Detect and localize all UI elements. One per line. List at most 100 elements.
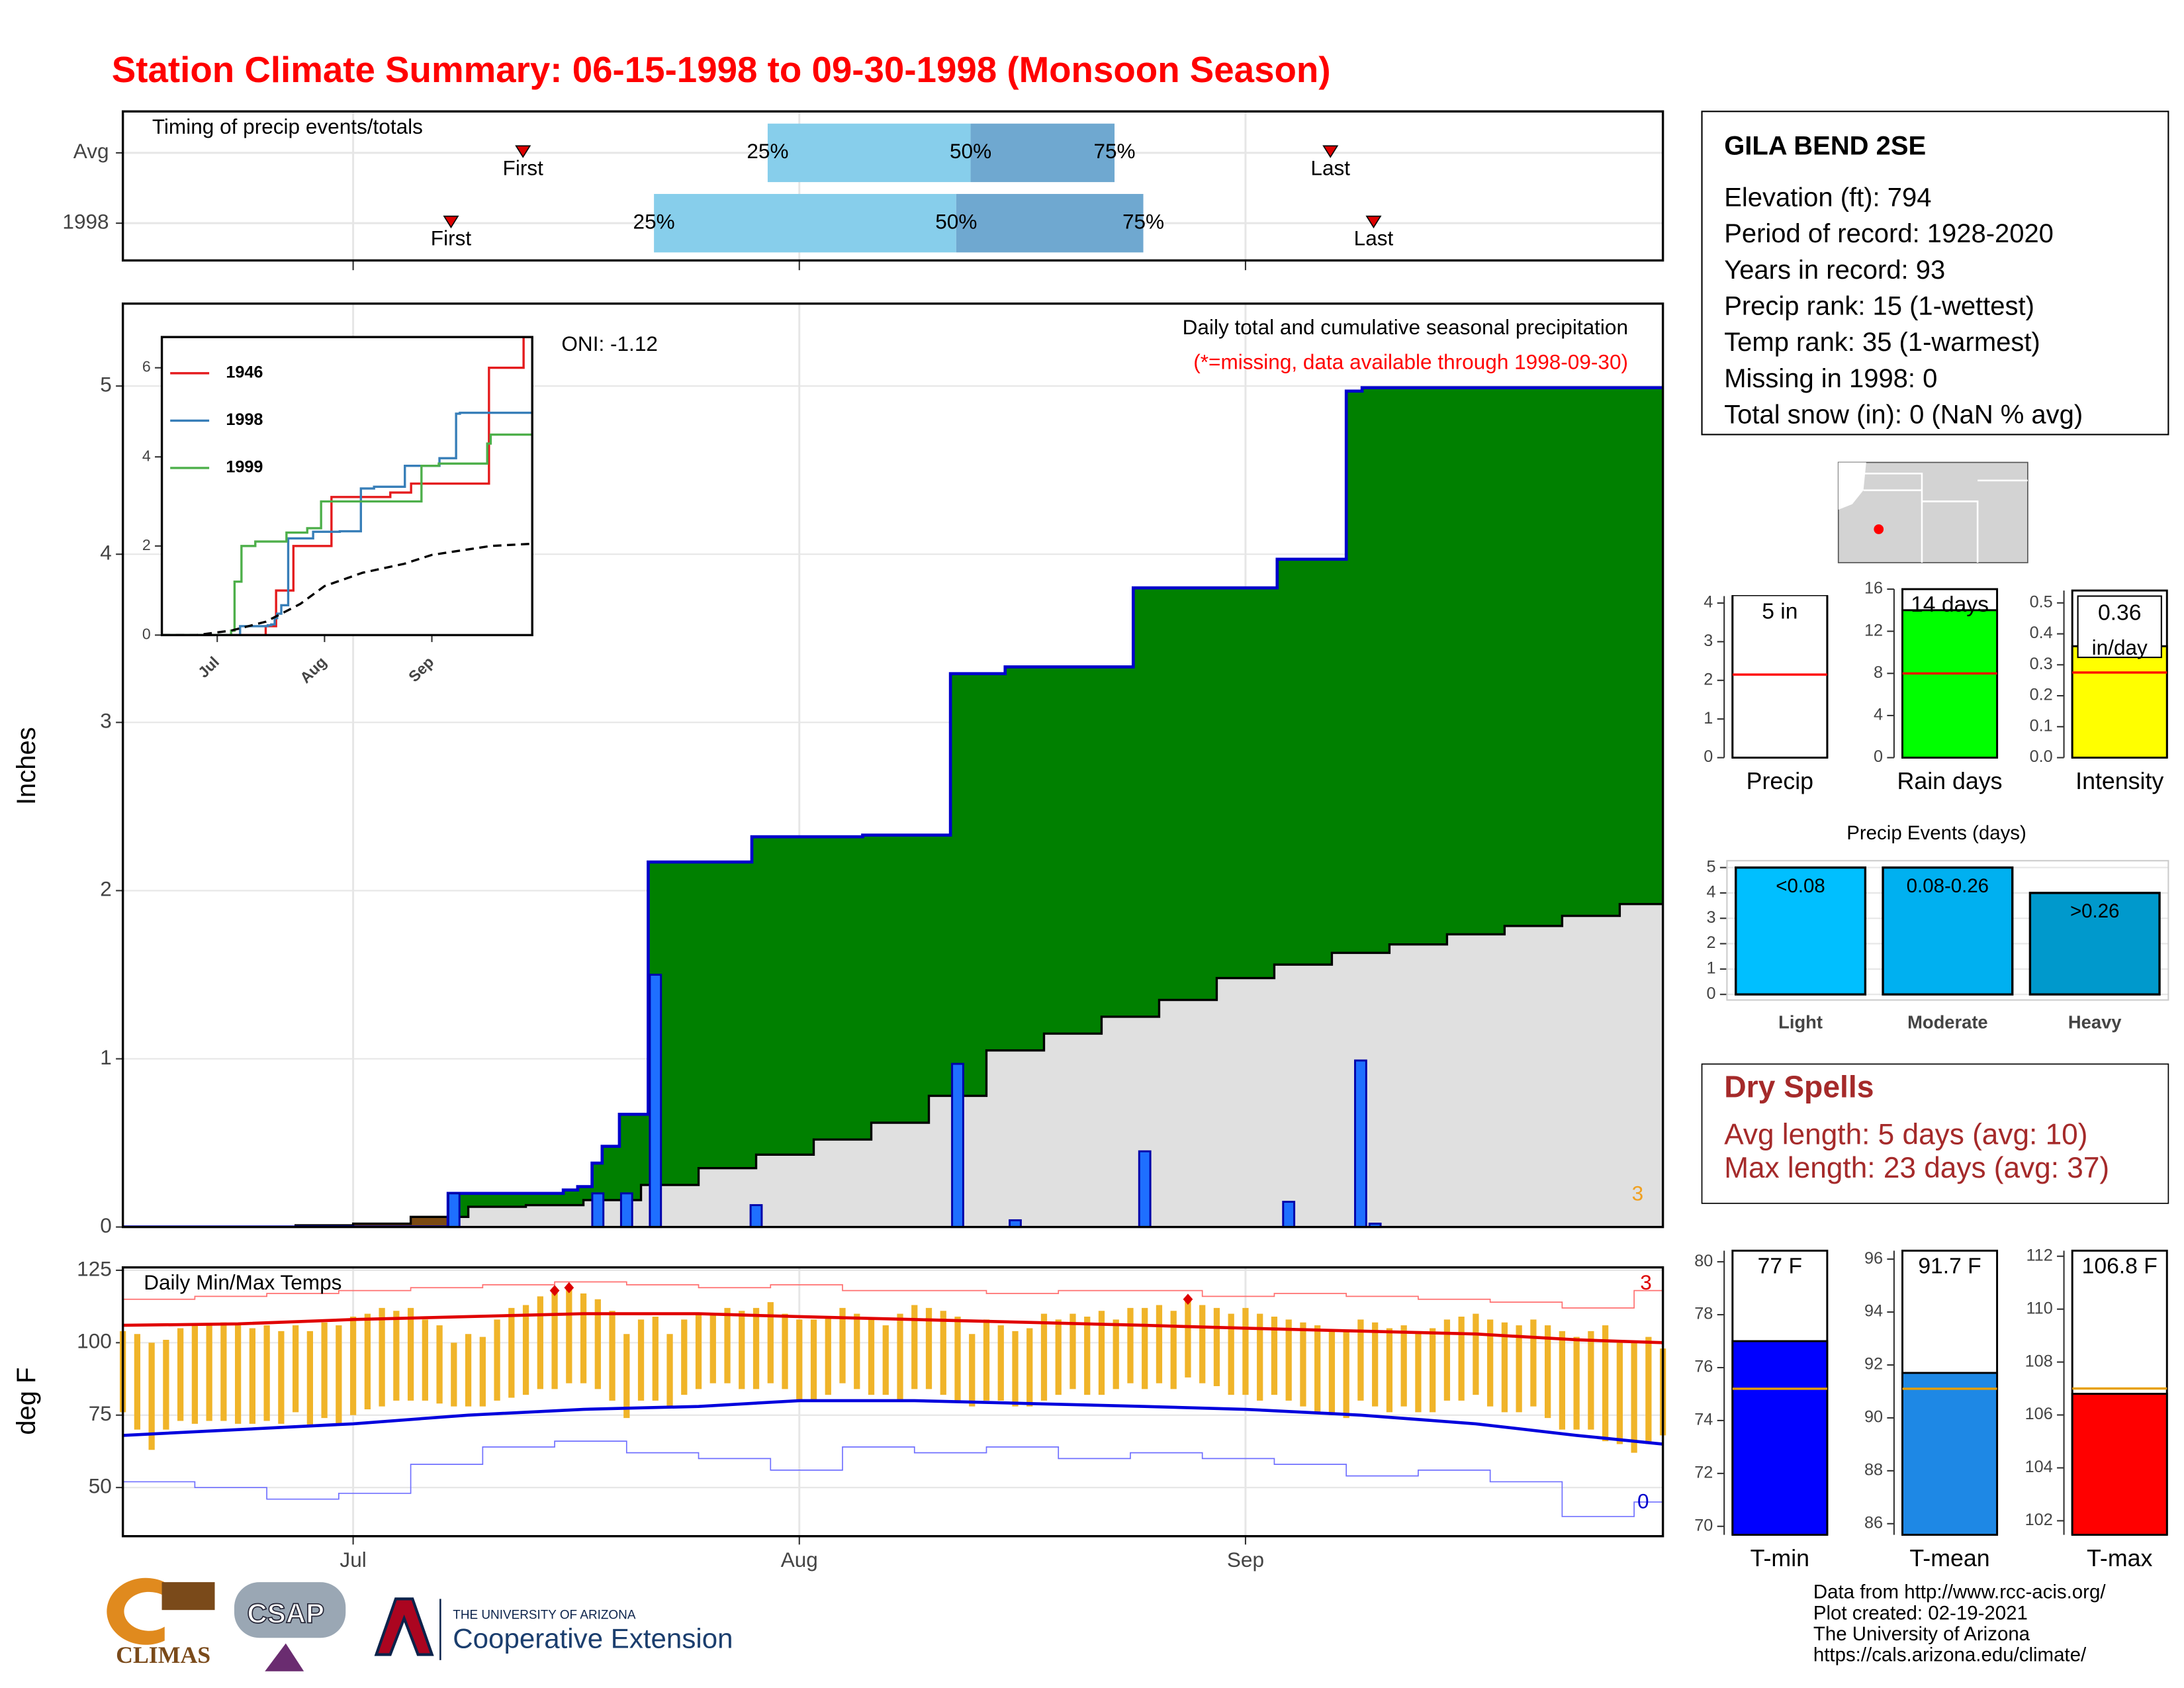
csap-cloud — [234, 1582, 346, 1638]
temp-bar — [1084, 1316, 1091, 1395]
plot-frame — [121, 302, 1664, 1229]
temp-bar — [220, 1322, 227, 1421]
station-line: Elevation (ft): 794 — [1724, 183, 1931, 212]
temp-bar — [1357, 1319, 1364, 1401]
y-tick-label: 78 — [1694, 1305, 1713, 1323]
count-note: 3 — [1632, 1182, 1644, 1205]
temp-bar — [163, 1339, 169, 1430]
y-tick-label: 4 — [142, 447, 151, 464]
y-tick-label: 1 — [100, 1045, 112, 1069]
temp-bar — [393, 1311, 400, 1401]
ext-text: Cooperative Extension — [453, 1623, 733, 1654]
y-tick-label: 80 — [1694, 1252, 1713, 1270]
temp-bar — [1142, 1307, 1148, 1389]
legend-label: 1999 — [226, 458, 263, 477]
temp-bar — [1127, 1307, 1134, 1383]
footer-line: The University of Arizona — [1813, 1623, 2030, 1645]
temp-bar — [191, 1325, 199, 1424]
temp-bar — [1386, 1328, 1393, 1413]
climas-logo — [161, 1582, 215, 1611]
temp-bar — [609, 1311, 615, 1401]
temp-bar — [594, 1299, 601, 1389]
bar-title: Precip Events (days) — [1846, 822, 2026, 844]
footer-line: Plot created: 02-19-2021 — [1813, 1602, 2028, 1624]
y-tick-label: 0.4 — [2030, 624, 2053, 642]
daily-bar — [619, 1192, 633, 1229]
temp-bar — [969, 1334, 976, 1407]
y-tick-label: 90 — [1864, 1408, 1883, 1427]
y-tick-label: 6 — [142, 358, 151, 375]
y-tick-label: 3 — [100, 709, 112, 733]
daily-bar — [749, 1204, 763, 1229]
y-tick-label: 4 — [1874, 706, 1883, 724]
category-label: 1998 — [62, 209, 109, 233]
csap-text: CSAP — [247, 1598, 324, 1629]
annotation: Daily total and cumulative seasonal prec… — [1183, 315, 1628, 339]
series-line — [161, 433, 533, 635]
temp-bar — [1487, 1319, 1494, 1407]
temp-bar — [537, 1296, 543, 1389]
y-tick-label: 94 — [1864, 1302, 1883, 1321]
bar — [1882, 866, 2014, 996]
temp-bar — [422, 1319, 428, 1401]
temp-bar — [1012, 1331, 1019, 1407]
y-tick-label: 0.1 — [2030, 716, 2053, 735]
label-box — [2077, 595, 2162, 659]
temp-bar — [580, 1293, 587, 1383]
quartile-label: 75% — [1093, 139, 1135, 163]
y-tick-label: 0 — [1874, 747, 1883, 766]
value-label: 14 days — [1911, 592, 1989, 617]
temp-bar — [954, 1316, 961, 1401]
event-marker — [443, 215, 459, 229]
event-label: First — [431, 226, 472, 250]
plot-frame — [1726, 860, 2169, 1001]
temp-bar — [925, 1307, 933, 1389]
y-tick-label: 100 — [77, 1329, 112, 1353]
y-tick-label: 2 — [142, 536, 151, 553]
class-label: 0.08-0.26 — [1907, 875, 1989, 897]
temp-bar — [551, 1290, 558, 1389]
quartile-label: 50% — [950, 139, 991, 163]
station-line: Years in record: 93 — [1724, 256, 1945, 285]
inset-background — [161, 337, 533, 635]
y-axis-label: deg F — [12, 1367, 41, 1434]
plot-frame — [121, 1266, 1664, 1538]
record-line — [122, 1440, 1663, 1517]
y-tick-label: 110 — [2026, 1299, 2052, 1317]
temp-bar — [134, 1334, 141, 1430]
temp-bar — [465, 1334, 472, 1407]
gauge-bar — [1731, 1340, 1829, 1535]
temp-bar — [1631, 1342, 1637, 1453]
temp-bar — [479, 1336, 486, 1407]
gauge-bar — [1731, 596, 1829, 758]
legend-label: 1946 — [226, 363, 263, 382]
temp-bar — [1271, 1316, 1278, 1395]
y-tick-label: 0 — [142, 626, 151, 643]
temp-bar — [752, 1307, 760, 1389]
y-tick-label: 1 — [1704, 709, 1713, 727]
temp-bar — [1098, 1311, 1105, 1395]
daily-bar — [649, 973, 662, 1229]
climas-text: CLIMAS — [116, 1642, 210, 1668]
temp-bar — [825, 1316, 831, 1395]
y-tick-label: 0.0 — [2030, 747, 2053, 766]
daily-bar — [591, 1192, 605, 1229]
temp-bar — [983, 1319, 990, 1401]
temp-bar — [1573, 1336, 1580, 1430]
series-line — [161, 411, 533, 635]
ua-logo — [374, 1597, 434, 1656]
temp-bar — [1213, 1307, 1220, 1387]
gauge-label: Intensity — [2075, 768, 2163, 794]
value-label: 5 in — [1762, 600, 1797, 624]
station-name: GILA BEND 2SE — [1724, 132, 1926, 161]
temp-bar — [739, 1311, 745, 1389]
gauge-label: Rain days — [1897, 768, 2003, 794]
state-lines — [1863, 473, 2028, 563]
y-tick-label: 74 — [1694, 1411, 1713, 1429]
y-tick-label: 8 — [1874, 663, 1883, 682]
temp-bar — [1400, 1325, 1407, 1407]
temp-bar — [494, 1319, 500, 1401]
event-marker — [1365, 215, 1382, 229]
series-line — [161, 337, 533, 635]
y-tick-label: 4 — [100, 541, 112, 565]
